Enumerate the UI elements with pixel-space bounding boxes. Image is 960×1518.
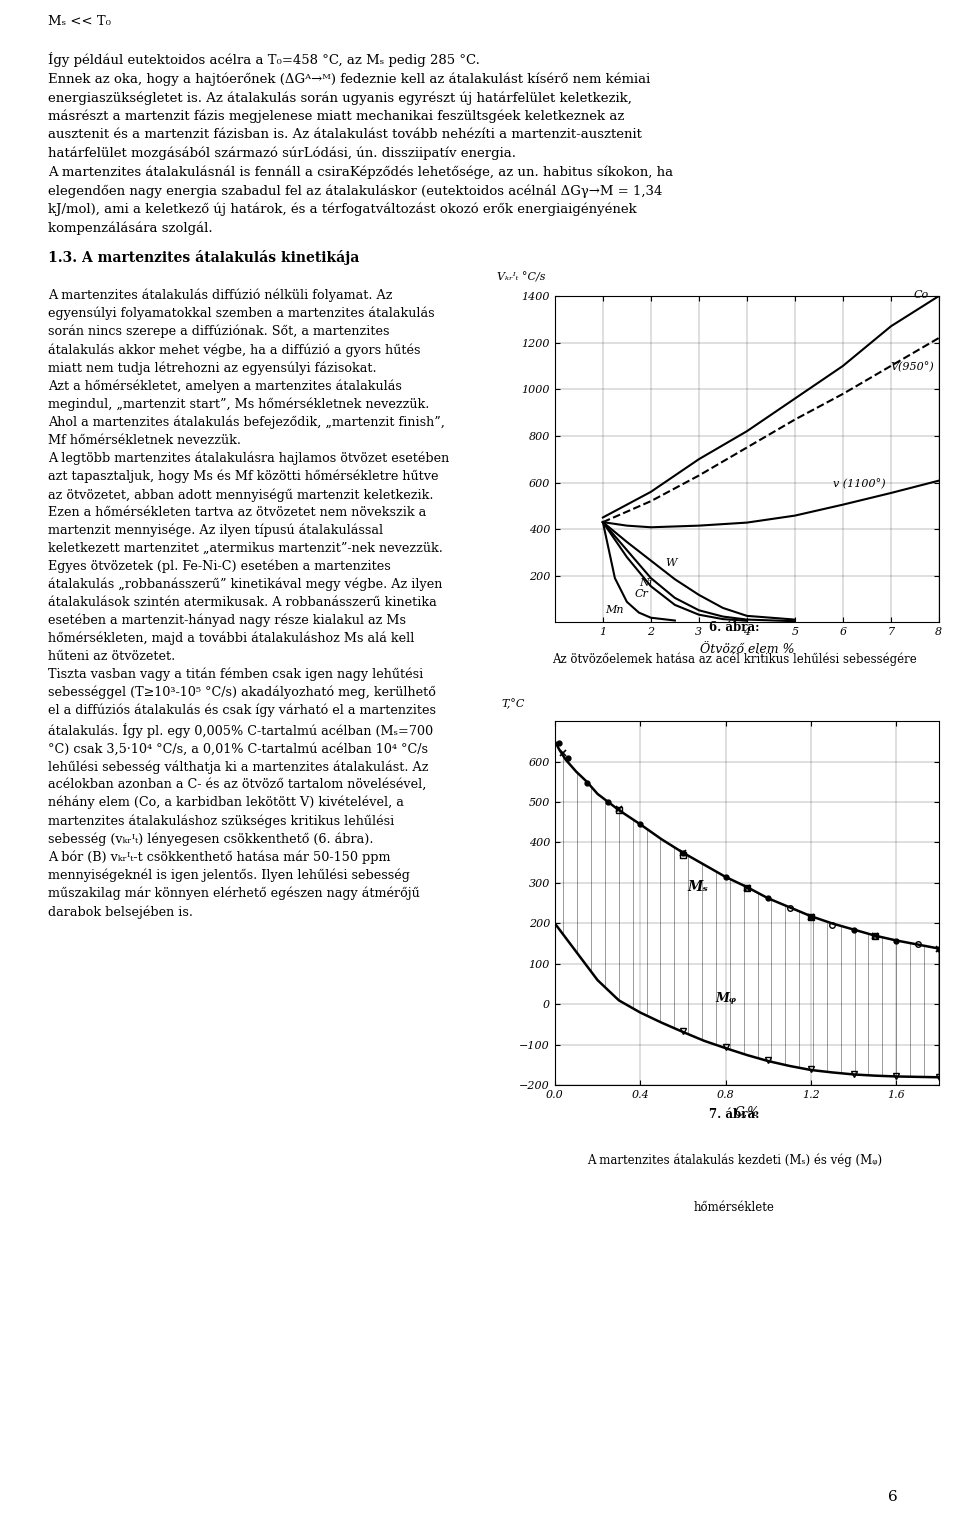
Text: Cr: Cr bbox=[634, 589, 648, 600]
Text: Mₛ: Mₛ bbox=[687, 880, 708, 894]
Text: hőmérséklete: hőmérséklete bbox=[694, 1202, 775, 1214]
Text: 6. ábra:: 6. ábra: bbox=[709, 621, 759, 635]
X-axis label: C,%: C,% bbox=[734, 1105, 759, 1119]
Text: A martenzites átalakulás kezdeti (Mₛ) és vég (Mᵩ): A martenzites átalakulás kezdeti (Mₛ) és… bbox=[587, 1154, 882, 1167]
X-axis label: Ötvöző elem %: Ötvöző elem % bbox=[700, 642, 794, 656]
Text: 1.3. A martenzites átalakulás kinetikája: 1.3. A martenzites átalakulás kinetikája bbox=[48, 250, 359, 266]
Text: T,°C: T,°C bbox=[501, 698, 525, 709]
Text: Ni: Ni bbox=[639, 578, 652, 589]
Text: Mᵩ: Mᵩ bbox=[715, 993, 736, 1005]
Text: A martenzites átalakulás diffúzió nélküli folyamat. Az
egyensúlyi folyamatokkal : A martenzites átalakulás diffúzió nélkül… bbox=[48, 288, 449, 918]
Text: 6: 6 bbox=[888, 1489, 898, 1504]
Text: Mₛ << T₀

Így például eutektoidos acélra a T₀=458 °C, az Mₛ pedig 285 °C.
Ennek : Mₛ << T₀ Így például eutektoidos acélra … bbox=[48, 15, 673, 235]
Text: v (1100°): v (1100°) bbox=[833, 478, 886, 489]
Text: Co: Co bbox=[914, 290, 929, 301]
Text: Mn: Mn bbox=[605, 604, 624, 615]
Text: 7. ábra:: 7. ábra: bbox=[709, 1108, 759, 1122]
Text: V(950°): V(950°) bbox=[891, 361, 935, 372]
Text: Vₖᵣᴵₜ °C/s: Vₖᵣᴵₜ °C/s bbox=[497, 272, 546, 282]
Text: Az ötvözőelemek hatása az acél kritikus lehűlési sebességére: Az ötvözőelemek hatása az acél kritikus … bbox=[552, 653, 917, 666]
Text: W: W bbox=[665, 559, 677, 568]
